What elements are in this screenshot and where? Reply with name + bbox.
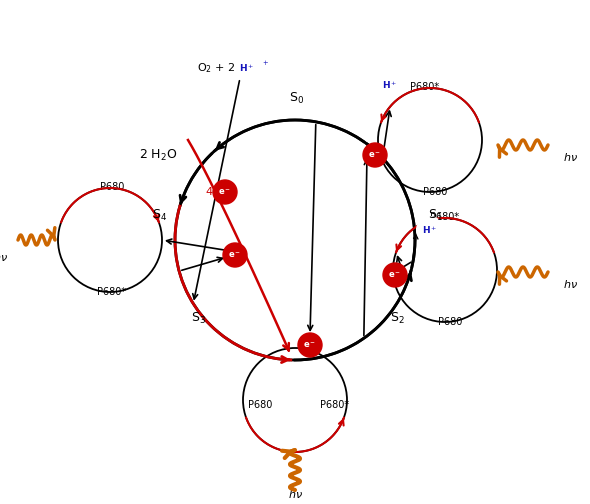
Text: e$^-$: e$^-$ <box>368 150 382 160</box>
Text: H$^+$: H$^+$ <box>240 62 255 74</box>
Text: S$_3$: S$_3$ <box>191 310 205 326</box>
Text: $h\nu$: $h\nu$ <box>563 278 578 290</box>
Circle shape <box>417 217 443 243</box>
Text: S$_2$: S$_2$ <box>389 310 404 326</box>
Circle shape <box>235 56 259 80</box>
Text: e$^-$: e$^-$ <box>228 250 241 260</box>
Text: 4: 4 <box>206 187 213 197</box>
Text: P680*: P680* <box>431 212 460 222</box>
Circle shape <box>377 72 403 98</box>
Text: $h\nu$: $h\nu$ <box>563 151 578 163</box>
Text: 2 H$_2$O: 2 H$_2$O <box>139 148 177 163</box>
Text: P680*: P680* <box>411 82 440 92</box>
Text: P680*: P680* <box>320 400 349 410</box>
Text: P680: P680 <box>100 182 124 192</box>
Circle shape <box>383 263 407 287</box>
Text: P680: P680 <box>438 317 462 327</box>
Text: P680: P680 <box>423 187 447 197</box>
Text: O$_2$ + 2: O$_2$ + 2 <box>196 61 235 75</box>
Text: $h\nu$: $h\nu$ <box>0 251 8 263</box>
Circle shape <box>213 180 237 204</box>
Text: S$_1$: S$_1$ <box>428 208 442 223</box>
Text: S$_4$: S$_4$ <box>152 208 168 223</box>
Circle shape <box>363 143 387 167</box>
Text: H$^+$: H$^+$ <box>422 224 438 236</box>
Text: H$^+$: H$^+$ <box>382 79 398 91</box>
Circle shape <box>223 243 247 267</box>
Text: $^+$: $^+$ <box>261 60 269 70</box>
Text: S$_0$: S$_0$ <box>290 90 304 105</box>
Text: P680*: P680* <box>97 287 127 297</box>
Text: $h\nu$: $h\nu$ <box>287 488 303 500</box>
Text: P680: P680 <box>248 400 272 410</box>
Circle shape <box>298 333 322 357</box>
Text: e$^-$: e$^-$ <box>218 187 232 197</box>
Text: e$^-$: e$^-$ <box>388 270 402 280</box>
Text: e$^-$: e$^-$ <box>303 340 317 350</box>
